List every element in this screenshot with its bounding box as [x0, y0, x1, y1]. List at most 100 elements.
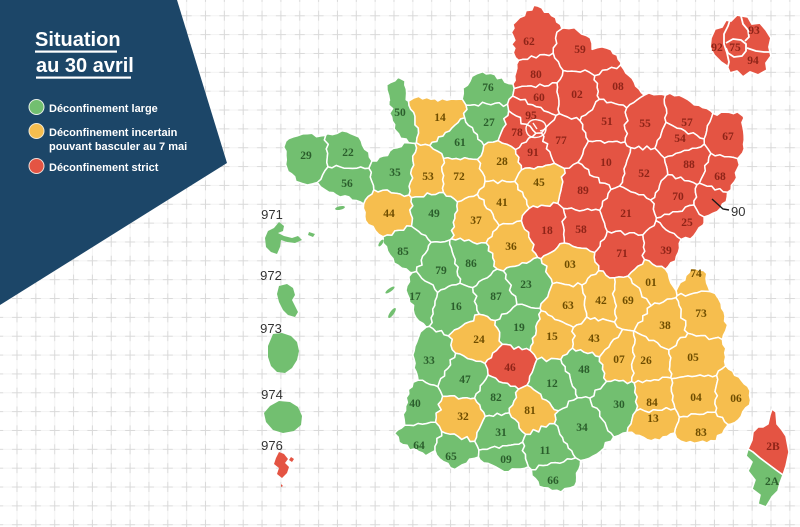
svg-text:au 30 avril: au 30 avril: [36, 55, 134, 77]
svg-text:28: 28: [496, 156, 508, 168]
svg-text:15: 15: [546, 331, 558, 343]
svg-text:972: 972: [260, 268, 282, 283]
svg-text:71: 71: [616, 248, 628, 260]
svg-text:08: 08: [612, 81, 624, 93]
svg-text:03: 03: [564, 259, 576, 271]
svg-text:19: 19: [513, 322, 525, 334]
svg-text:90: 90: [731, 204, 745, 219]
svg-text:55: 55: [639, 118, 651, 130]
svg-text:30: 30: [613, 399, 625, 411]
svg-text:45: 45: [533, 177, 545, 189]
svg-text:76: 76: [482, 82, 494, 94]
svg-text:40: 40: [409, 398, 421, 410]
svg-text:54: 54: [674, 133, 686, 145]
svg-text:26: 26: [640, 355, 652, 367]
svg-text:52: 52: [638, 168, 650, 180]
svg-text:84: 84: [646, 397, 658, 409]
svg-text:974: 974: [261, 387, 283, 402]
svg-text:12: 12: [546, 378, 558, 390]
svg-text:74: 74: [690, 268, 702, 280]
svg-text:17: 17: [409, 291, 421, 303]
svg-text:57: 57: [681, 117, 693, 129]
svg-text:95: 95: [525, 110, 537, 122]
svg-text:pouvant basculer au 7 mai: pouvant basculer au 7 mai: [49, 141, 187, 153]
svg-text:973: 973: [260, 321, 282, 336]
svg-text:72: 72: [453, 171, 465, 183]
svg-text:65: 65: [445, 451, 457, 463]
svg-text:32: 32: [457, 411, 469, 423]
svg-text:04: 04: [690, 392, 702, 404]
svg-text:78: 78: [511, 127, 523, 139]
svg-text:64: 64: [413, 440, 425, 452]
svg-text:24: 24: [473, 334, 485, 346]
svg-text:07: 07: [613, 354, 625, 366]
svg-text:44: 44: [383, 208, 395, 220]
svg-text:43: 43: [588, 333, 600, 345]
svg-text:Déconfinement incertain: Déconfinement incertain: [49, 127, 178, 139]
svg-text:02: 02: [571, 89, 583, 101]
svg-text:59: 59: [574, 44, 586, 56]
svg-text:33: 33: [423, 355, 435, 367]
svg-text:82: 82: [490, 392, 502, 404]
svg-text:66: 66: [547, 475, 559, 487]
svg-text:85: 85: [397, 246, 409, 258]
svg-text:39: 39: [660, 245, 672, 257]
svg-text:51: 51: [601, 116, 613, 128]
svg-text:2B: 2B: [766, 441, 780, 453]
svg-text:13: 13: [647, 413, 659, 425]
svg-text:73: 73: [695, 308, 707, 320]
svg-text:93: 93: [748, 25, 760, 37]
svg-text:53: 53: [422, 171, 434, 183]
svg-text:2A: 2A: [765, 476, 780, 488]
svg-text:06: 06: [730, 393, 742, 405]
svg-text:70: 70: [672, 191, 684, 203]
svg-text:35: 35: [389, 167, 401, 179]
svg-text:47: 47: [459, 374, 471, 386]
svg-text:01: 01: [645, 277, 657, 289]
svg-text:67: 67: [722, 131, 734, 143]
svg-text:25: 25: [681, 217, 693, 229]
svg-text:10: 10: [600, 157, 612, 169]
svg-text:971: 971: [261, 207, 283, 222]
svg-text:75: 75: [729, 42, 741, 54]
svg-text:63: 63: [562, 300, 574, 312]
svg-text:27: 27: [483, 117, 495, 129]
svg-text:88: 88: [683, 159, 695, 171]
svg-text:05: 05: [687, 352, 699, 364]
svg-text:23: 23: [520, 279, 532, 291]
svg-text:37: 37: [470, 215, 482, 227]
svg-text:94: 94: [747, 55, 759, 67]
svg-text:48: 48: [578, 364, 590, 376]
svg-text:46: 46: [504, 362, 516, 374]
svg-text:41: 41: [496, 197, 508, 209]
svg-text:86: 86: [465, 258, 477, 270]
svg-text:976: 976: [261, 438, 283, 453]
svg-text:92: 92: [711, 42, 723, 54]
svg-text:11: 11: [540, 445, 551, 457]
svg-text:18: 18: [541, 225, 553, 237]
svg-text:68: 68: [714, 171, 726, 183]
svg-text:60: 60: [533, 92, 545, 104]
svg-text:34: 34: [576, 422, 588, 434]
svg-text:89: 89: [577, 185, 589, 197]
svg-text:16: 16: [450, 301, 462, 313]
svg-text:80: 80: [530, 69, 542, 81]
svg-text:42: 42: [595, 295, 607, 307]
svg-text:29: 29: [300, 150, 312, 162]
svg-text:49: 49: [428, 208, 440, 220]
svg-text:61: 61: [454, 137, 466, 149]
svg-text:Déconfinement strict: Déconfinement strict: [49, 162, 159, 174]
svg-text:14: 14: [434, 112, 446, 124]
svg-text:87: 87: [490, 291, 502, 303]
svg-text:56: 56: [341, 178, 353, 190]
svg-text:38: 38: [659, 320, 671, 332]
svg-text:Situation: Situation: [35, 29, 121, 51]
svg-text:81: 81: [524, 405, 536, 417]
svg-text:31: 31: [495, 427, 507, 439]
svg-text:77: 77: [555, 135, 567, 147]
svg-text:50: 50: [394, 107, 406, 119]
svg-text:Déconfinement large: Déconfinement large: [49, 103, 158, 115]
svg-text:62: 62: [523, 36, 535, 48]
svg-text:22: 22: [342, 147, 354, 159]
svg-text:36: 36: [505, 241, 517, 253]
